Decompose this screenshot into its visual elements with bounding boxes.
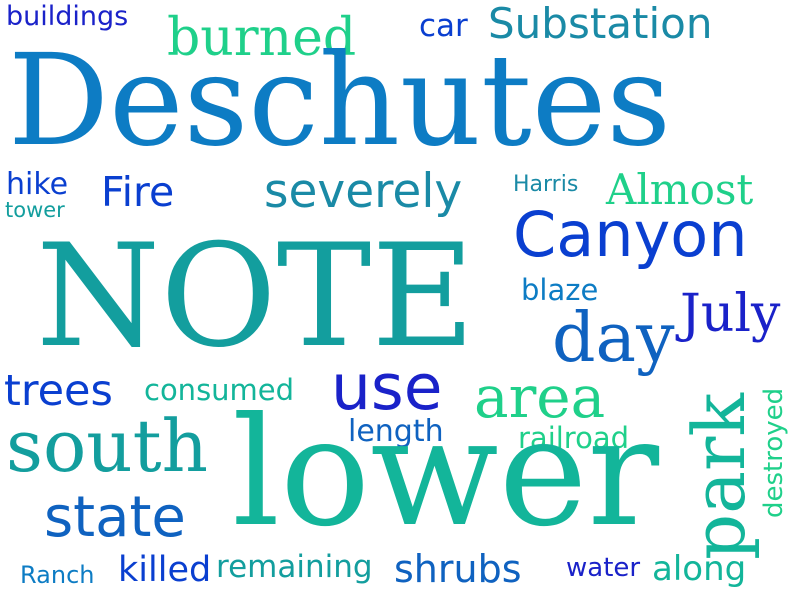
word-deschutes: Deschutes <box>8 27 671 174</box>
word-killed: killed <box>118 550 212 590</box>
word-tower: tower <box>5 198 65 222</box>
word-severely: severely <box>264 164 463 219</box>
word-south: south <box>6 404 208 488</box>
word-length: length <box>348 414 444 449</box>
word-lower: lower <box>232 386 660 560</box>
word-burned: burned <box>167 8 357 68</box>
word-harris: Harris <box>513 172 579 197</box>
word-blaze: blaze <box>521 273 599 307</box>
word-consumed: consumed <box>144 373 295 407</box>
word-destroyed: destroyed <box>759 387 789 518</box>
word-remaining: remaining <box>216 549 373 585</box>
word-hike: hike <box>6 167 69 202</box>
word-trees: trees <box>4 366 113 416</box>
word-substation: Substation <box>488 0 713 48</box>
word-day: day <box>552 299 675 378</box>
word-buildings: buildings <box>6 1 129 32</box>
word-use: use <box>331 351 443 424</box>
word-state: state <box>44 485 186 550</box>
word-shrubs: shrubs <box>394 547 522 591</box>
word-park: park <box>677 392 761 560</box>
word-along: along <box>652 549 747 589</box>
word-ranch: Ranch <box>20 561 95 589</box>
word-almost: Almost <box>606 165 754 214</box>
word-canyon: Canyon <box>513 198 748 271</box>
word-railroad: railroad <box>518 421 630 455</box>
word-fire: Fire <box>101 168 175 216</box>
word-car: car <box>419 8 468 44</box>
word-area: area <box>474 363 606 431</box>
word-note: NOTE <box>36 214 476 379</box>
word-july: July <box>680 284 781 344</box>
word-water: water <box>566 553 641 583</box>
